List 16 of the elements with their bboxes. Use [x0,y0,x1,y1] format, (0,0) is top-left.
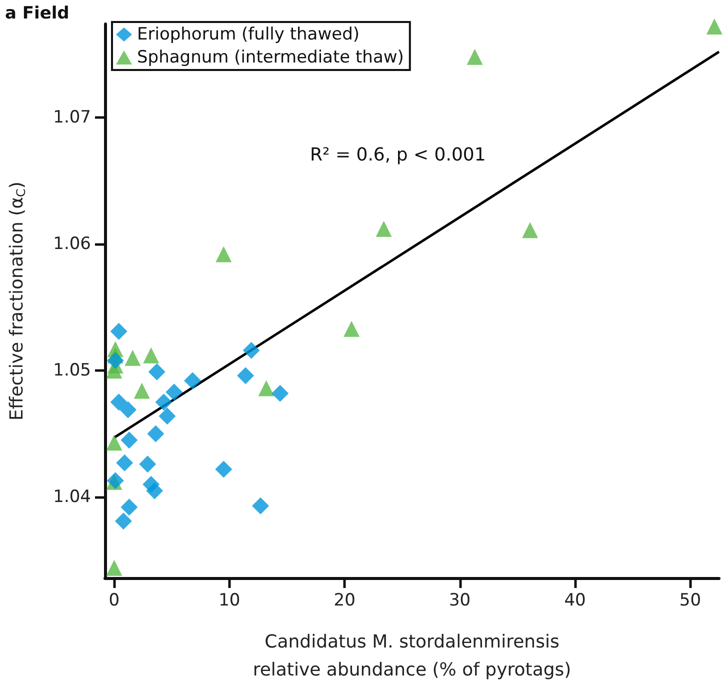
x-tick-label: 0 [108,590,120,610]
legend-label: Eriophorum (fully thawed) [137,24,360,44]
x-tick-label: 10 [218,590,240,610]
x-tick-label: 40 [564,590,586,610]
y-tick-label: 1.06 [53,234,91,254]
y-axis-title: Effective fractionation (αC) [6,182,28,420]
x-tick-label: 50 [679,590,702,610]
x-tick-label: 30 [448,590,471,610]
legend-label: Sphagnum (intermediate thaw) [137,48,404,68]
chart-title: a Field [5,4,70,24]
y-tick-label: 1.07 [53,108,91,128]
x-tick-label: 20 [334,590,356,610]
x-axis-title: Candidatus M. stordalenmirensis relative abundance (% of pyrotags) [252,632,572,680]
y-tick-label: 1.04 [53,487,91,508]
annotation: R² = 0.6, p < 0.001 [310,144,486,166]
y-tick-label: 1.05 [53,360,91,381]
